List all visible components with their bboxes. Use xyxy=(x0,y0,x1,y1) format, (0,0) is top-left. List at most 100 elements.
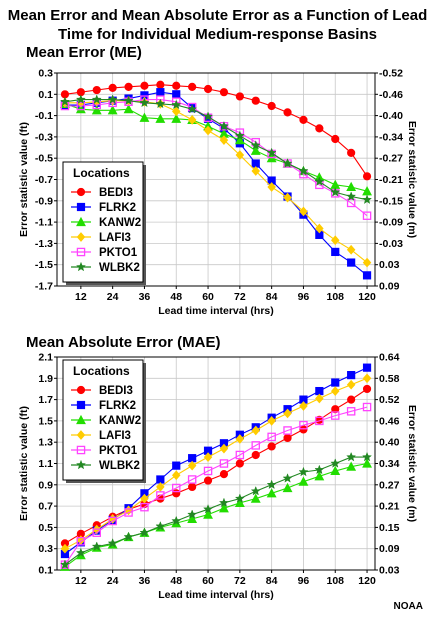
me-chart-title: Mean Error (ME) xyxy=(26,44,142,61)
data-point xyxy=(251,96,260,105)
data-point xyxy=(140,81,149,90)
data-point xyxy=(60,543,70,554)
data-point xyxy=(107,94,118,104)
data-point xyxy=(107,105,118,115)
legend-label: LAFI3 xyxy=(99,232,131,244)
x-tick-label: 120 xyxy=(358,291,376,303)
y-tick-label: -0.5 xyxy=(35,153,53,165)
data-point xyxy=(251,159,260,168)
y2-tick-label: -0.52 xyxy=(379,68,403,80)
data-point xyxy=(155,98,166,109)
legend-label: WLBK2 xyxy=(99,262,140,274)
y2-axis-label: Error statistic value (m) xyxy=(406,405,418,522)
y2-tick-label: 0.21 xyxy=(379,501,400,513)
x-tick-label: 84 xyxy=(266,291,278,303)
y-tick-label: 0.5 xyxy=(38,522,53,534)
data-point xyxy=(330,386,340,396)
series-line xyxy=(64,406,368,566)
data-point xyxy=(314,176,325,186)
data-point xyxy=(203,503,214,514)
data-point xyxy=(267,101,276,111)
legend: Locations BEDI3 FLRK2 KANW2 LAFI3 PKTO1 WLBK2 xyxy=(62,359,146,483)
data-point xyxy=(92,528,102,537)
data-point xyxy=(331,378,340,387)
data-point xyxy=(203,509,213,519)
data-point xyxy=(75,94,86,104)
y-tick-label: 0.1 xyxy=(38,565,53,577)
legend-item: LAFI3 xyxy=(71,232,131,244)
data-point xyxy=(251,450,260,460)
data-point xyxy=(203,125,213,136)
legend-title: Locations xyxy=(73,364,130,378)
y-tick-label: 0.9 xyxy=(38,479,53,491)
data-point xyxy=(299,425,308,434)
data-point xyxy=(347,371,356,380)
legend-marker xyxy=(76,247,86,257)
data-point xyxy=(75,547,86,558)
data-point xyxy=(187,509,198,519)
data-point xyxy=(107,538,118,548)
plot-frame xyxy=(56,72,376,287)
data-point xyxy=(172,90,181,99)
data-point xyxy=(250,140,261,150)
data-point xyxy=(171,113,182,123)
data-point xyxy=(187,103,198,114)
data-point xyxy=(59,96,70,107)
data-point xyxy=(187,115,197,125)
legend-item: WLBK2 xyxy=(71,261,140,274)
data-point xyxy=(140,502,149,512)
x-axis-label: Lead time interval (hrs) xyxy=(158,589,274,600)
data-point xyxy=(218,497,229,508)
x-tick-label: 36 xyxy=(139,575,151,587)
data-point xyxy=(139,97,150,108)
data-point xyxy=(330,235,340,246)
legend-item: BEDI3 xyxy=(71,385,133,397)
data-point xyxy=(282,482,293,493)
series-wlbk2 xyxy=(59,451,373,569)
legend-label: BEDI3 xyxy=(99,385,133,397)
data-point xyxy=(171,106,181,117)
data-point xyxy=(299,420,308,430)
legend-label: PKTO1 xyxy=(99,445,138,457)
data-point xyxy=(234,493,245,503)
legend-item: KANW2 xyxy=(71,414,141,427)
data-point xyxy=(362,271,372,280)
data-point xyxy=(298,165,309,176)
data-point xyxy=(155,521,166,531)
x-tick-label: 12 xyxy=(75,575,87,587)
data-point xyxy=(267,432,276,442)
data-point xyxy=(235,459,244,468)
y-tick-label: -0.1 xyxy=(35,110,53,122)
legend-item: BEDI3 xyxy=(71,187,133,199)
data-point xyxy=(330,411,340,420)
data-point xyxy=(187,513,198,523)
data-point xyxy=(219,503,229,513)
data-point xyxy=(75,104,86,114)
y-tick-label: 0.3 xyxy=(38,543,53,555)
x-tick-label: 96 xyxy=(298,291,310,303)
y2-tick-label: -0.09 xyxy=(379,217,403,229)
data-point xyxy=(330,186,341,197)
y-axis-label: Error statistic value (ft) xyxy=(18,122,30,237)
y2-axis-label: Error statistic value (m) xyxy=(406,121,418,238)
legend-item: LAFI3 xyxy=(71,430,131,442)
data-point xyxy=(250,485,261,496)
legend-label: PKTO1 xyxy=(99,247,138,259)
data-point xyxy=(203,476,213,485)
data-point xyxy=(266,479,277,490)
y-tick-label: 0.7 xyxy=(38,501,53,513)
x-tick-label: 12 xyxy=(75,291,87,303)
data-point xyxy=(282,473,293,483)
data-point xyxy=(91,94,102,104)
data-point xyxy=(203,84,213,94)
legend-item: FLRK2 xyxy=(71,400,136,412)
data-point xyxy=(283,192,292,203)
data-point xyxy=(362,402,372,412)
data-point xyxy=(187,460,197,471)
series-line xyxy=(64,103,368,192)
data-point xyxy=(315,416,324,426)
legend-marker xyxy=(76,187,86,197)
data-point xyxy=(219,459,229,468)
y-tick-label: 1.3 xyxy=(38,437,53,449)
data-point xyxy=(299,115,308,124)
